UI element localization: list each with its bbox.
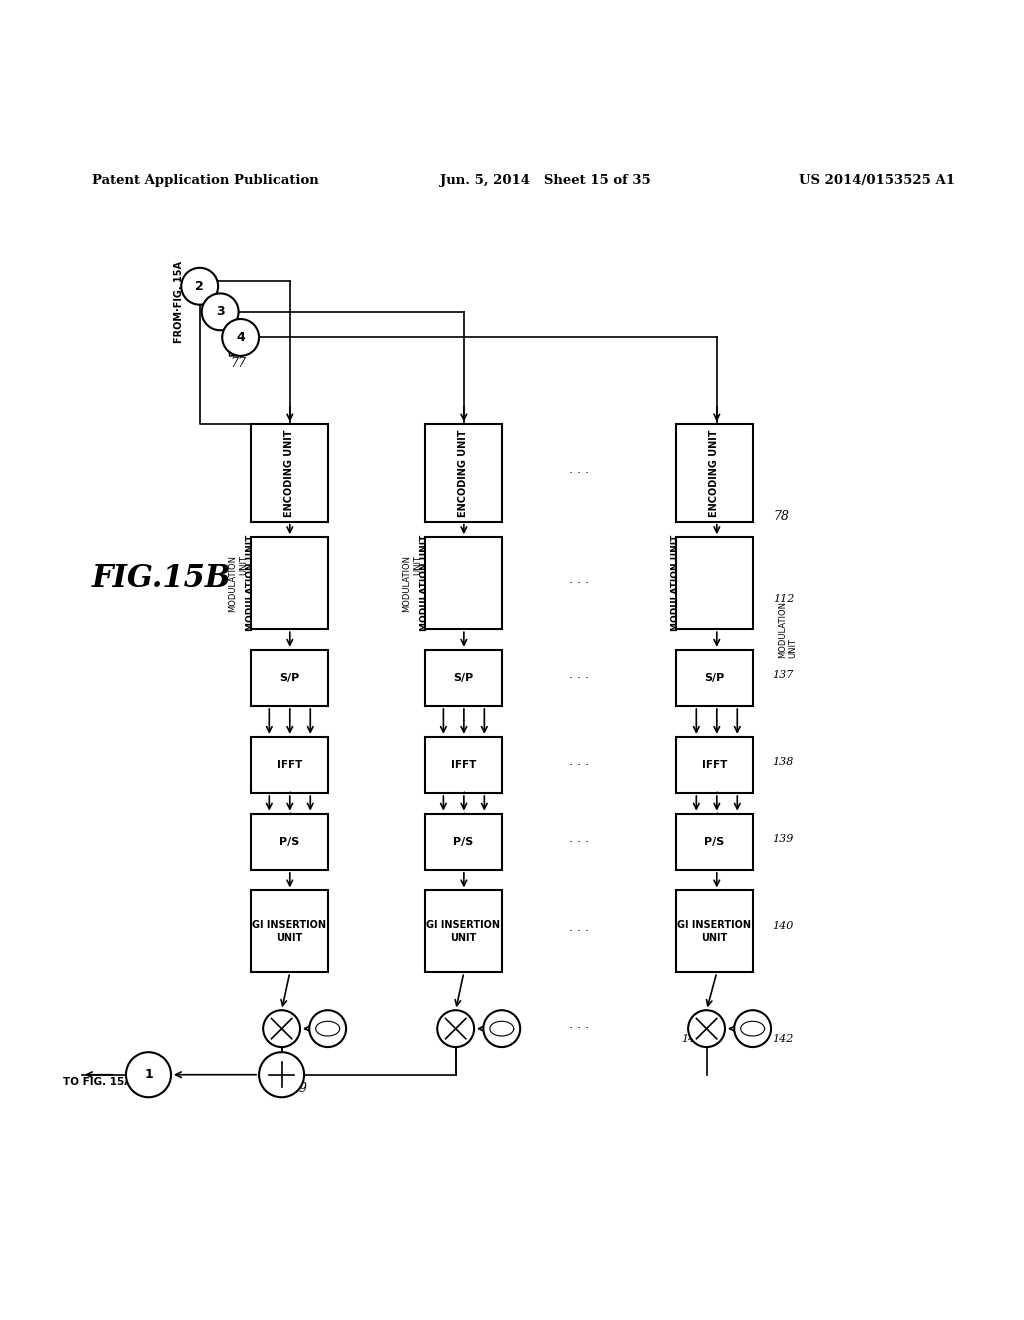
Bar [676, 537, 753, 630]
Text: P/S: P/S [705, 837, 724, 846]
Circle shape [734, 1010, 771, 1047]
Text: · · ·: · · · [568, 759, 589, 772]
Bar [251, 425, 328, 521]
Circle shape [259, 1052, 304, 1097]
Text: 3: 3 [216, 305, 224, 318]
Circle shape [222, 319, 259, 356]
Text: · · ·: · · · [568, 467, 589, 480]
Text: S/P: S/P [454, 673, 473, 682]
Text: S/P: S/P [705, 673, 724, 682]
Text: ·
·
·: · · · [716, 788, 718, 818]
Text: MODULATION UNIT: MODULATION UNIT [247, 535, 255, 631]
Text: 140: 140 [772, 921, 794, 931]
Text: 2: 2 [196, 280, 204, 293]
Text: Patent Application Publication: Patent Application Publication [92, 174, 318, 187]
Text: ·
·
·: · · · [289, 706, 291, 737]
Text: TO FIG. 15A: TO FIG. 15A [62, 1077, 132, 1086]
Bar [676, 737, 753, 793]
Bar [676, 425, 753, 521]
Text: FIG.15B: FIG.15B [92, 562, 231, 594]
Text: US 2014/0153525 A1: US 2014/0153525 A1 [799, 174, 954, 187]
Text: GI INSERTION
UNIT: GI INSERTION UNIT [426, 920, 501, 942]
Text: · · ·: · · · [568, 1022, 589, 1035]
Text: IFFT: IFFT [451, 760, 476, 770]
Text: ⌒: ⌒ [225, 329, 242, 356]
Text: ENCODING UNIT: ENCODING UNIT [285, 429, 294, 517]
Bar [676, 813, 753, 870]
Text: IFFT: IFFT [701, 760, 727, 770]
Text: GI INSERTION
UNIT: GI INSERTION UNIT [677, 920, 752, 942]
Circle shape [263, 1010, 300, 1047]
Bar [425, 537, 502, 630]
Text: P/S: P/S [454, 837, 473, 846]
Text: P/S: P/S [280, 837, 299, 846]
Text: 1: 1 [144, 1068, 153, 1081]
Text: 139: 139 [772, 834, 794, 845]
Circle shape [437, 1010, 474, 1047]
Text: MODULATION UNIT: MODULATION UNIT [421, 535, 429, 631]
Bar [251, 737, 328, 793]
Text: 137: 137 [772, 671, 794, 680]
Text: GI INSERTION
UNIT: GI INSERTION UNIT [252, 920, 327, 942]
Text: 142: 142 [772, 1034, 794, 1044]
Bar [251, 891, 328, 973]
Text: MODULATION
UNIT: MODULATION UNIT [228, 554, 248, 611]
Text: IFFT: IFFT [276, 760, 302, 770]
Bar [425, 891, 502, 973]
Text: MODULATION
UNIT: MODULATION UNIT [778, 601, 798, 657]
Bar [425, 737, 502, 793]
Text: FROM·FIG. 15A: FROM·FIG. 15A [174, 260, 184, 343]
Text: S/P: S/P [280, 673, 299, 682]
Circle shape [126, 1052, 171, 1097]
Text: ·
·
·: · · · [289, 788, 291, 818]
Bar [425, 813, 502, 870]
Text: 112: 112 [773, 594, 795, 603]
Text: · · ·: · · · [568, 925, 589, 937]
Bar [251, 813, 328, 870]
Circle shape [483, 1010, 520, 1047]
Text: 4: 4 [237, 331, 245, 345]
Text: 138: 138 [772, 758, 794, 767]
Text: 141: 141 [681, 1034, 702, 1044]
Text: MODULATION UNIT: MODULATION UNIT [672, 535, 680, 631]
Text: 78: 78 [773, 510, 790, 523]
Text: · · ·: · · · [568, 672, 589, 685]
Text: ·
·
·: · · · [463, 706, 465, 737]
Text: Jun. 5, 2014   Sheet 15 of 35: Jun. 5, 2014 Sheet 15 of 35 [440, 174, 651, 187]
Text: MODULATION
UNIT: MODULATION UNIT [402, 554, 422, 611]
Circle shape [688, 1010, 725, 1047]
Bar [676, 891, 753, 973]
Circle shape [202, 293, 239, 330]
Bar [425, 649, 502, 706]
Text: 77: 77 [230, 356, 247, 370]
Text: · · ·: · · · [568, 577, 589, 590]
Text: 79: 79 [292, 1081, 308, 1094]
Bar [676, 649, 753, 706]
Bar [251, 537, 328, 630]
Bar [251, 649, 328, 706]
Text: ENCODING UNIT: ENCODING UNIT [459, 429, 468, 517]
Text: ·
·
·: · · · [716, 706, 718, 737]
Text: · · ·: · · · [568, 836, 589, 849]
Circle shape [309, 1010, 346, 1047]
Text: ENCODING UNIT: ENCODING UNIT [710, 429, 719, 517]
Circle shape [181, 268, 218, 305]
Text: ·
·
·: · · · [463, 788, 465, 818]
Bar [425, 425, 502, 521]
